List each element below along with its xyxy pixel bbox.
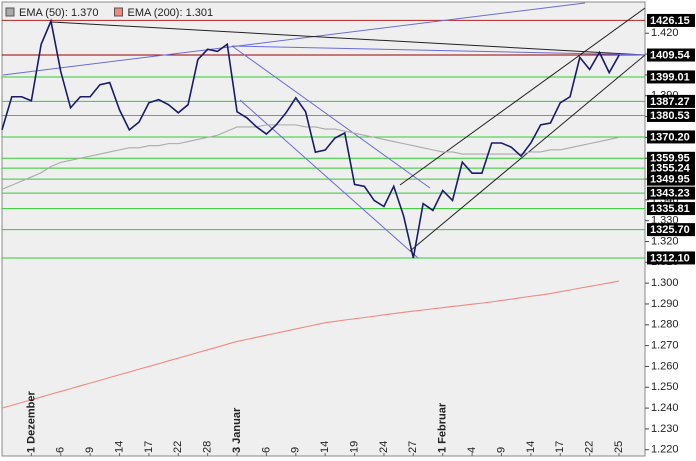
level-label: 1409.54: [650, 49, 691, 61]
x-tick-label: 6: [55, 447, 67, 453]
x-tick-label: 1 Februar: [437, 402, 449, 453]
trend-line: [231, 45, 431, 189]
x-tick-label: 3 Januar: [231, 407, 243, 453]
level-label-box: [647, 94, 695, 108]
y-tick-label: 1.320: [651, 235, 679, 247]
level-label: 1325.70: [650, 224, 690, 236]
x-tick-label: 17: [554, 441, 566, 453]
level-label-box: [647, 108, 695, 122]
trend-lines: [2, 2, 646, 259]
series-line: [1, 18, 620, 259]
x-tick-label: 9: [84, 447, 96, 453]
y-tick-label: 1.260: [651, 360, 679, 372]
series-line: [1, 280, 620, 409]
level-label: 1349.95: [650, 174, 690, 186]
x-tick-label: 27: [407, 441, 419, 453]
x-tick-label: 14: [113, 441, 125, 453]
x-tick-label: 14: [319, 441, 331, 453]
x-tick-label: 9: [290, 447, 302, 453]
level-label-box: [647, 223, 695, 237]
x-tick-label: 6: [260, 447, 272, 453]
trend-line: [231, 45, 646, 56]
legend-label: EMA (200): 1.301: [128, 7, 214, 19]
x-tick-label: 28: [202, 441, 214, 453]
level-label-box: [647, 151, 695, 165]
x-tick-label: 25: [613, 441, 625, 453]
x-tick-label: 1 Dezember: [25, 391, 37, 453]
y-tick-label: 1.280: [651, 319, 679, 331]
x-tick-label: 4: [466, 447, 478, 453]
level-label-box: [647, 186, 695, 200]
trend-line: [2, 2, 586, 76]
level-label: 1399.01: [650, 71, 690, 83]
y-tick-label: 1.270: [651, 340, 679, 352]
y-tick-label: 1.240: [651, 402, 679, 414]
y-tick-label: 1.220: [651, 444, 679, 456]
y-tick-label: 1.300: [651, 277, 679, 289]
level-label-box: [647, 70, 695, 84]
y-tick-label: 1.290: [651, 298, 679, 310]
y-tick-label: 1.420: [651, 27, 679, 39]
legend-swatch: [5, 7, 15, 17]
trend-line: [239, 99, 419, 259]
y-tick-label: 1.250: [651, 381, 679, 393]
x-tick-label: 22: [172, 441, 184, 453]
level-label: 1355.24: [650, 163, 691, 175]
level-label: 1387.27: [650, 96, 690, 108]
y-tick-label: 1.230: [651, 423, 679, 435]
x-tick-label: 24: [378, 441, 390, 453]
level-label: 1335.81: [650, 203, 690, 215]
x-tick-label: 14: [525, 441, 537, 453]
trend-line: [51, 21, 646, 56]
level-label-box: [647, 130, 695, 144]
x-tick-label: 9: [495, 447, 507, 453]
level-label-box: [647, 172, 695, 186]
level-label-box: [647, 251, 695, 265]
plot-area: [1, 1, 646, 457]
level-label-box: [647, 13, 695, 27]
level-label: 1426.15: [650, 15, 690, 27]
level-label-box: [647, 161, 695, 175]
x-tick-label: 22: [584, 441, 596, 453]
level-label: 1380.53: [650, 110, 690, 122]
level-label: 1343.23: [650, 188, 690, 200]
level-label-box: [647, 202, 695, 216]
level-label: 1370.20: [650, 131, 690, 143]
trend-line: [399, 7, 646, 186]
x-tick-label: 19: [348, 441, 360, 453]
x-tick-label: 17: [143, 441, 155, 453]
legend-label: EMA (50): 1.370: [19, 7, 99, 19]
level-label: 1312.10: [650, 252, 690, 264]
series-line: [1, 124, 620, 190]
level-label-box: [647, 48, 695, 62]
legend-swatch: [114, 7, 123, 17]
